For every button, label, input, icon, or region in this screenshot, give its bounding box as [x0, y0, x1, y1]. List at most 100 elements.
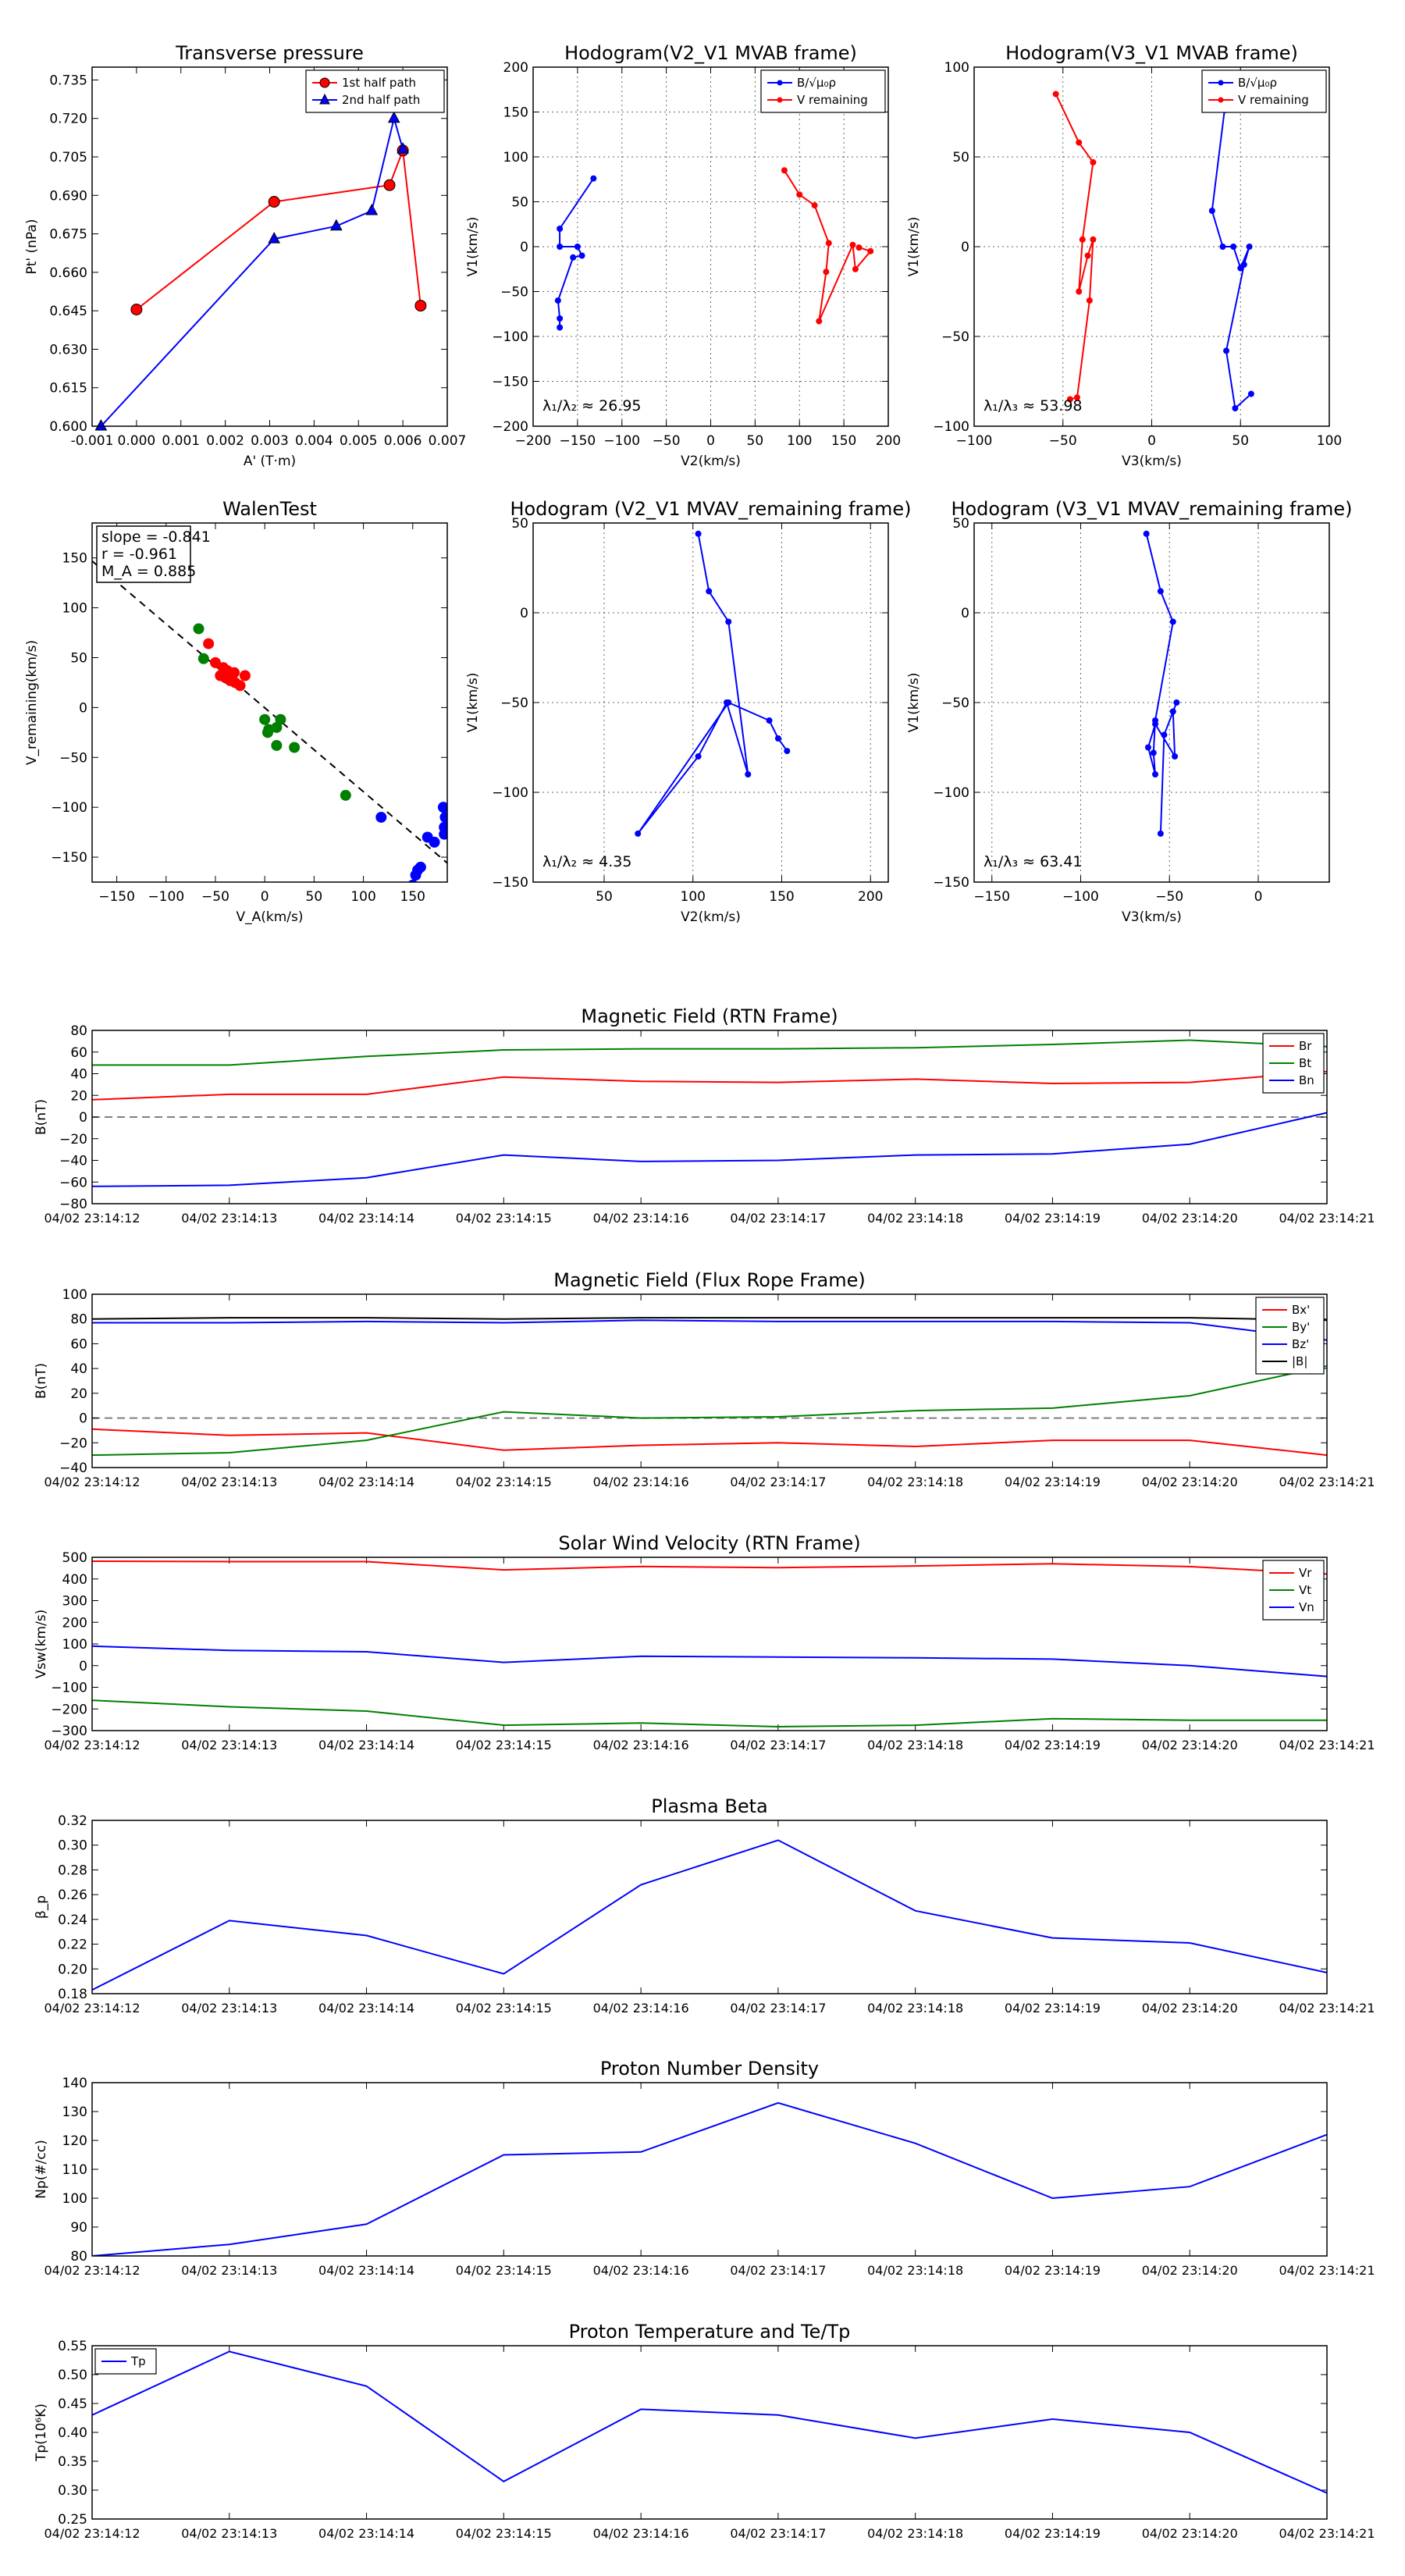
y-tick-label: 500	[62, 1550, 87, 1566]
series-line-Bn	[92, 1112, 1327, 1187]
x-tick-label: 04/02 23:14:16	[593, 2263, 689, 2278]
x-tick-label: −200	[515, 433, 552, 449]
data-point	[554, 297, 561, 304]
x-tick-label: 04/02 23:14:16	[593, 1738, 689, 1752]
x-tick-label: 04/02 23:14:12	[44, 2263, 140, 2278]
x-tick-label: 150	[831, 433, 856, 449]
data-point	[557, 315, 564, 322]
data-point	[1246, 244, 1253, 250]
x-tick-label: −150	[973, 889, 1010, 905]
data-point	[239, 670, 251, 681]
chart-beta: 04/02 23:14:12 04/02 23:14:13 04/02 23:14:…	[34, 1795, 1375, 2016]
y-axis-label: Pt' (nPa)	[24, 219, 40, 275]
legend-marker	[777, 97, 783, 103]
data-point	[439, 828, 447, 840]
series-line-By'	[92, 1365, 1327, 1457]
y-axis-label: Np(#/cc)	[34, 2140, 49, 2198]
data-point	[811, 202, 818, 209]
x-axis-label: V2(km/s)	[681, 909, 741, 925]
data-point	[365, 203, 379, 215]
y-tick-label: 20	[70, 1088, 87, 1104]
chart-title: Hodogram(V3_V1 MVAB frame)	[1005, 42, 1298, 64]
data-point	[1157, 588, 1164, 595]
data-point	[387, 111, 400, 123]
x-tick-label: 04/02 23:14:13	[181, 2526, 277, 2541]
y-tick-label: 0	[79, 1110, 87, 1126]
plot-frame	[91, 2082, 1328, 2257]
y-tick-label: −20	[59, 1132, 87, 1147]
series-line-Vr	[92, 1560, 1327, 1575]
chart-title: Solar Wind Velocity (RTN Frame)	[558, 1532, 860, 1554]
data-point	[774, 735, 781, 742]
data-point	[1230, 244, 1237, 250]
x-tick-label: 100	[787, 433, 812, 449]
x-tick-label: 04/02 23:14:21	[1279, 1738, 1375, 1752]
data-point	[439, 811, 447, 823]
x-tick-label: 04/02 23:14:12	[44, 2526, 140, 2541]
y-tick-label: 140	[62, 2076, 87, 2091]
x-tick-label: −100	[148, 889, 184, 905]
data-point	[94, 418, 108, 431]
y-tick-label: 0.675	[49, 227, 87, 243]
y-tick-label: −100	[933, 419, 969, 435]
annotation-text: λ₁/λ₂ ≈ 4.35	[542, 853, 631, 870]
x-tick-label: 04/02 23:14:14	[318, 2263, 414, 2278]
legend-label: B/√μ₀ρ	[1238, 76, 1277, 90]
y-tick-label: −100	[492, 785, 528, 801]
data-point	[263, 724, 275, 735]
series-line-V remaining	[637, 533, 788, 834]
y-tick-label: 100	[944, 60, 969, 76]
chart-title: Magnetic Field (RTN Frame)	[581, 1005, 838, 1027]
y-tick-label: 40	[70, 1361, 87, 1377]
data-point	[849, 241, 856, 248]
legend-marker	[777, 80, 783, 86]
x-tick-label: −50	[201, 889, 229, 905]
y-tick-label: 90	[70, 2220, 87, 2236]
y-tick-label: 0.25	[58, 2512, 87, 2528]
legend-box	[1201, 69, 1327, 113]
series-line-Bz'	[92, 1319, 1327, 1341]
data-point	[557, 324, 564, 331]
y-tick-label: −200	[492, 419, 528, 435]
x-tick-label: 04/02 23:14:12	[44, 2001, 140, 2016]
y-tick-label: 80	[70, 1312, 87, 1328]
x-tick-label: 04/02 23:14:14	[318, 2001, 414, 2016]
data-point	[397, 142, 409, 154]
data-point	[855, 244, 863, 251]
y-tick-label: −50	[59, 750, 87, 766]
x-tick-label: 04/02 23:14:21	[1279, 2526, 1375, 2541]
y-tick-label: 0	[79, 1411, 87, 1427]
y-tick-label: 0	[79, 700, 87, 716]
y-tick-label: 0.30	[58, 1838, 87, 1854]
y-tick-label: 0.660	[49, 265, 87, 281]
x-tick-label: 04/02 23:14:12	[44, 1475, 140, 1489]
data-point	[1157, 830, 1164, 837]
y-tick-label: 150	[503, 105, 528, 121]
x-tick-label: 04/02 23:14:19	[1005, 2526, 1101, 2541]
y-tick-label: −40	[59, 1461, 87, 1476]
chart-title: Plasma Beta	[651, 1795, 767, 1817]
legend-box	[760, 69, 886, 113]
plot-frame	[91, 1030, 1328, 1204]
y-axis-label: V1(km/s)	[906, 217, 922, 277]
data-point	[219, 672, 231, 684]
legend-label: Tp	[130, 2354, 146, 2368]
chart-bfield: 04/02 23:14:12 04/02 23:14:13 04/02 23:14:…	[34, 1005, 1375, 1226]
data-point	[1090, 158, 1097, 165]
data-point	[570, 254, 577, 261]
data-point	[259, 713, 271, 725]
chart-title: Hodogram (V3_V1 MVAV_remaining frame)	[951, 498, 1352, 520]
x-tick-label: 04/02 23:14:12	[44, 1211, 140, 1226]
fit-line	[92, 560, 447, 864]
x-tick-label: 04/02 23:14:15	[456, 2263, 552, 2278]
y-tick-label: −150	[492, 875, 528, 891]
y-axis-label: V1(km/s)	[465, 217, 481, 277]
x-tick-label: 0	[1254, 889, 1263, 905]
data-point	[557, 244, 564, 250]
plot-frame	[91, 1293, 1328, 1468]
data-point	[1169, 618, 1176, 625]
y-tick-label: 0.35	[58, 2454, 87, 2470]
series-line-V remaining	[1145, 533, 1178, 834]
legend-marker	[1218, 97, 1224, 103]
legend-label: V remaining	[1238, 93, 1309, 107]
